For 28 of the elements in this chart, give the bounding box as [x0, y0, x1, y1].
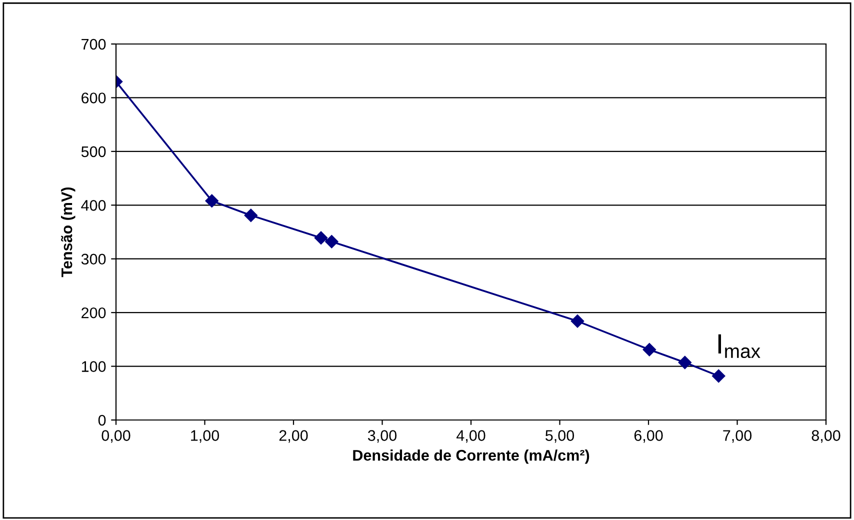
point: [325, 235, 338, 248]
point: [678, 356, 692, 370]
y-tick-label: 100: [82, 361, 106, 372]
x-tick-label: 6,00: [634, 430, 663, 443]
y-tick-label: 0: [98, 414, 106, 426]
point: [205, 194, 218, 208]
x-tick-label: 4,00: [456, 430, 486, 443]
annotation: I$_{max}$: [718, 334, 760, 358]
point: [712, 369, 726, 383]
point: [642, 343, 656, 356]
y-tick-label: 400: [81, 200, 106, 211]
x-axis-title: Densidade de Corrente (mA/cm²): [353, 450, 590, 464]
x-tick-label: 5,00: [545, 430, 574, 443]
y-tick-label: 600: [82, 92, 106, 104]
y-tick-label: 500: [81, 146, 106, 158]
x-tick-label: 0,00: [102, 430, 130, 443]
y-tick-label: 200: [82, 307, 106, 318]
x-tick-label: 1,00: [191, 430, 220, 443]
x-tick-label: 3,00: [368, 430, 397, 443]
y-axis-title: Tensão (mV): [60, 187, 76, 278]
point: [314, 231, 328, 244]
x-tick-label: 7,00: [723, 430, 752, 443]
point: [244, 208, 258, 222]
point: [570, 314, 584, 328]
y-tick-label: 700: [82, 38, 106, 50]
y-tick-label: 300: [81, 254, 106, 265]
x-tick-label: 2,00: [279, 430, 308, 443]
x-tick-label: 8,00: [812, 430, 840, 443]
